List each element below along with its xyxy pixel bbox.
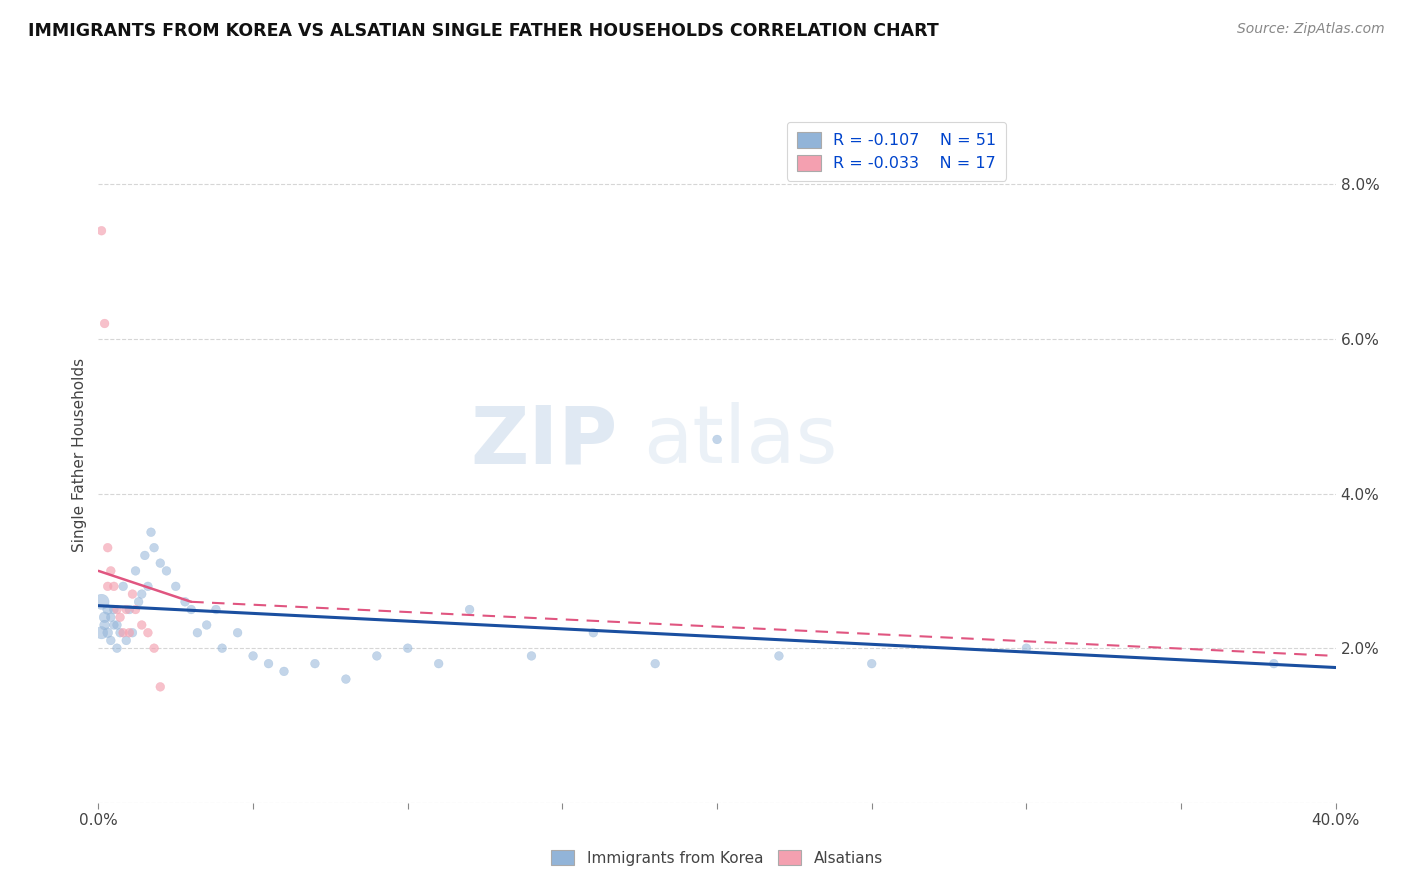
Point (335, 672, 357, 686)
Point (165, 579, 187, 593)
Point (134, 549, 156, 563)
Point (121, 625, 143, 640)
Point (143, 641, 166, 656)
Point (105, 618, 128, 632)
Point (100, 564, 122, 578)
Point (644, 657, 666, 671)
Text: IMMIGRANTS FROM KOREA VS ALSATIAN SINGLE FATHER HOUSEHOLDS CORRELATION CHART: IMMIGRANTS FROM KOREA VS ALSATIAN SINGLE… (28, 22, 939, 40)
Point (186, 625, 208, 640)
Point (1263, 657, 1285, 671)
Point (108, 625, 131, 640)
Point (97, 541, 120, 555)
Point (97, 579, 120, 593)
Point (118, 625, 141, 640)
Point (582, 625, 605, 640)
Point (149, 556, 172, 570)
Point (226, 625, 249, 640)
Point (304, 657, 326, 671)
Point (93, 618, 115, 632)
Point (108, 610, 131, 624)
Point (195, 618, 218, 632)
Point (112, 579, 135, 593)
Point (103, 579, 125, 593)
Text: ZIP: ZIP (471, 402, 619, 480)
Legend: Immigrants from Korea, Alsatians: Immigrants from Korea, Alsatians (546, 844, 889, 871)
Point (124, 564, 146, 578)
Point (93, 317, 115, 331)
Point (131, 587, 153, 601)
Point (155, 564, 177, 578)
Point (139, 525, 162, 540)
Point (90, 595, 112, 609)
Point (205, 602, 228, 616)
Point (103, 602, 125, 616)
Point (136, 579, 159, 593)
Point (115, 602, 138, 616)
Point (706, 433, 728, 447)
Point (128, 595, 150, 609)
Point (273, 665, 295, 679)
Point (211, 641, 233, 656)
Point (257, 657, 280, 671)
Point (768, 648, 790, 663)
Point (149, 680, 172, 694)
Point (124, 602, 146, 616)
Point (121, 587, 143, 601)
Point (458, 602, 481, 616)
Point (105, 641, 128, 656)
Point (174, 595, 197, 609)
Point (100, 610, 122, 624)
Text: Source: ZipAtlas.com: Source: ZipAtlas.com (1237, 22, 1385, 37)
Point (180, 602, 202, 616)
Text: atlas: atlas (643, 402, 837, 480)
Point (97, 602, 120, 616)
Point (90, 625, 112, 640)
Point (366, 648, 388, 663)
Point (242, 648, 264, 663)
Point (97, 625, 120, 640)
Point (136, 625, 159, 640)
Point (1015, 641, 1038, 656)
Point (105, 602, 128, 616)
Y-axis label: Single Father Households: Single Father Households (72, 358, 87, 552)
Point (520, 648, 543, 663)
Point (100, 633, 122, 648)
Point (103, 618, 125, 632)
Point (90, 224, 112, 238)
Point (115, 633, 138, 648)
Point (131, 618, 153, 632)
Point (427, 657, 450, 671)
Point (860, 657, 883, 671)
Point (118, 602, 141, 616)
Point (93, 610, 115, 624)
Point (143, 541, 166, 555)
Point (396, 641, 419, 656)
Point (112, 625, 135, 640)
